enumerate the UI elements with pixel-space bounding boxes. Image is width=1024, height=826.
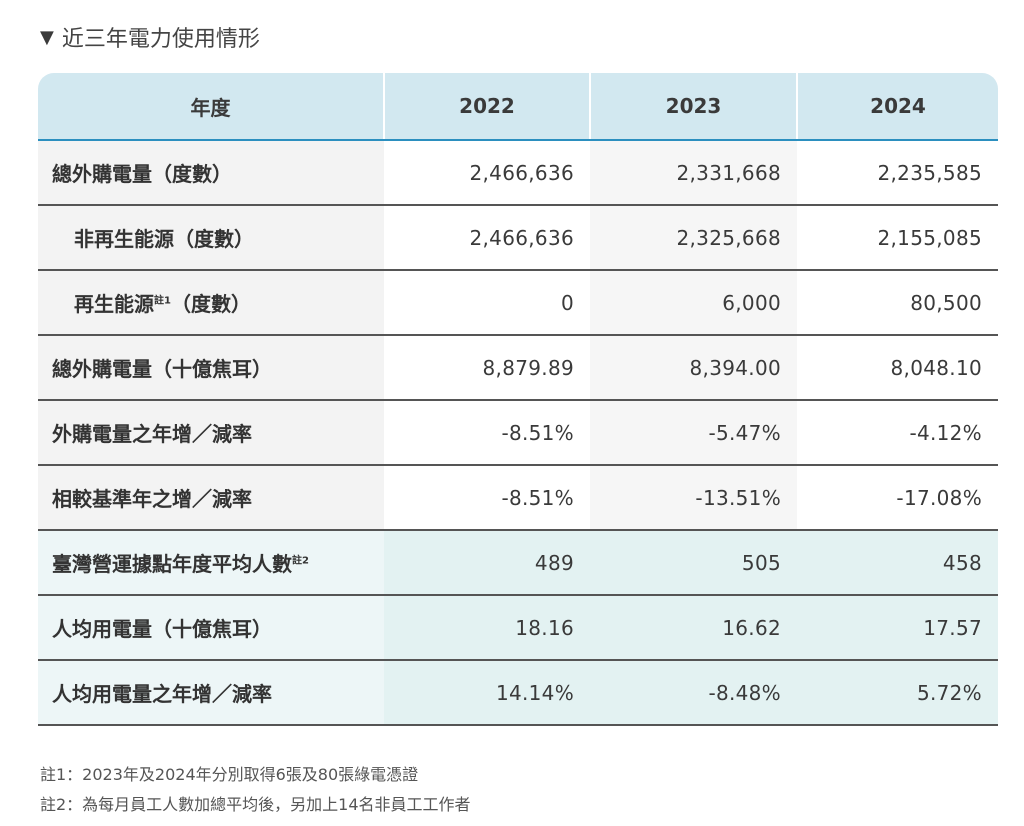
cell-value: 2,235,585 [797, 140, 998, 206]
table-row: 再生能源註1（度數） 0 6,000 80,500 [38, 270, 998, 336]
header-year-label: 年度 [38, 73, 384, 141]
section-title-text: 近三年電力使用情形 [61, 27, 260, 52]
table-row: 人均用電量（十億焦耳） 18.16 16.62 17.57 [38, 595, 998, 661]
cell-value: -13.51% [590, 465, 797, 531]
cell-value: -4.12% [797, 400, 998, 466]
row-label: 人均用電量之年增／減率 [38, 660, 384, 726]
table-row: 總外購電量（十億焦耳） 8,879.89 8,394.00 8,048.10 [38, 335, 998, 401]
cell-value: 2,466,636 [384, 205, 590, 271]
cell-value: 5.72% [797, 660, 998, 726]
row-label: 總外購電量（十億焦耳） [38, 335, 384, 401]
cell-value: 458 [797, 530, 998, 596]
row-label: 臺灣營運據點年度平均人數註2 [38, 530, 384, 596]
table-header-row: 年度 2022 2023 2024 [38, 73, 998, 141]
cell-value: 489 [384, 530, 590, 596]
section-title: ▼ 近三年電力使用情形 [40, 22, 260, 53]
electricity-usage-table: 年度 2022 2023 2024 總外購電量（度數） 2,466,636 2,… [38, 73, 998, 726]
cell-value: 14.14% [384, 660, 590, 726]
footnote-1: 註1：2023年及2024年分別取得6張及80張綠電憑證 [40, 765, 419, 784]
table-row: 人均用電量之年增／減率 14.14% -8.48% 5.72% [38, 660, 998, 726]
row-label-text: 再生能源 [74, 292, 154, 316]
cell-value: 16.62 [590, 595, 797, 661]
cell-value: 17.57 [797, 595, 998, 661]
footnote-2: 註2：為每月員工人數加總平均後，另加上14名非員工工作者 [40, 795, 471, 814]
row-label: 再生能源註1（度數） [38, 270, 384, 336]
cell-value: -8.51% [384, 400, 590, 466]
row-label: 非再生能源（度數） [38, 205, 384, 271]
cell-value: 2,325,668 [590, 205, 797, 271]
cell-value: 505 [590, 530, 797, 596]
header-2022: 2022 [383, 73, 590, 141]
table-row: 臺灣營運據點年度平均人數註2 489 505 458 [38, 530, 998, 596]
cell-value: -8.51% [384, 465, 590, 531]
row-label-suffix: （度數） [170, 292, 251, 316]
cell-value: 6,000 [590, 270, 797, 336]
row-label: 相較基準年之增／減率 [38, 465, 384, 531]
footnote-marker: 註1 [154, 295, 171, 307]
row-label: 外購電量之年增／減率 [38, 400, 384, 466]
cell-value: -5.47% [590, 400, 797, 466]
cell-value: 2,466,636 [384, 140, 590, 206]
header-2023: 2023 [589, 73, 797, 141]
table-row: 非再生能源（度數） 2,466,636 2,325,668 2,155,085 [38, 205, 998, 271]
cell-value: -8.48% [590, 660, 797, 726]
triangle-down-icon: ▼ [40, 26, 54, 48]
cell-value: 80,500 [797, 270, 998, 336]
table-row: 總外購電量（度數） 2,466,636 2,331,668 2,235,585 [38, 140, 998, 206]
table-row: 外購電量之年增／減率 -8.51% -5.47% -4.12% [38, 400, 998, 466]
header-2024: 2024 [796, 73, 998, 141]
row-label: 人均用電量（十億焦耳） [38, 595, 384, 661]
row-label-text: 臺灣營運據點年度平均人數 [52, 552, 292, 576]
cell-value: 2,331,668 [590, 140, 797, 206]
cell-value: 8,394.00 [590, 335, 797, 401]
footnote-marker: 註2 [292, 555, 309, 567]
row-label: 總外購電量（度數） [38, 140, 384, 206]
cell-value: 8,048.10 [797, 335, 998, 401]
cell-value: 0 [384, 270, 590, 336]
electricity-table-container: 年度 2022 2023 2024 總外購電量（度數） 2,466,636 2,… [38, 73, 998, 726]
cell-value: 8,879.89 [384, 335, 590, 401]
cell-value: 2,155,085 [797, 205, 998, 271]
table-row: 相較基準年之增／減率 -8.51% -13.51% -17.08% [38, 465, 998, 531]
cell-value: -17.08% [797, 465, 998, 531]
cell-value: 18.16 [384, 595, 590, 661]
footnotes: 註1：2023年及2024年分別取得6張及80張綠電憑證 註2：為每月員工人數加… [40, 760, 471, 820]
